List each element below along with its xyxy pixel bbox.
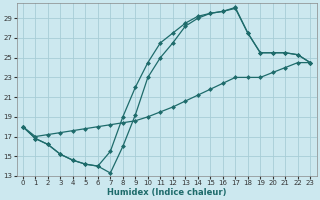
X-axis label: Humidex (Indice chaleur): Humidex (Indice chaleur) — [107, 188, 226, 197]
